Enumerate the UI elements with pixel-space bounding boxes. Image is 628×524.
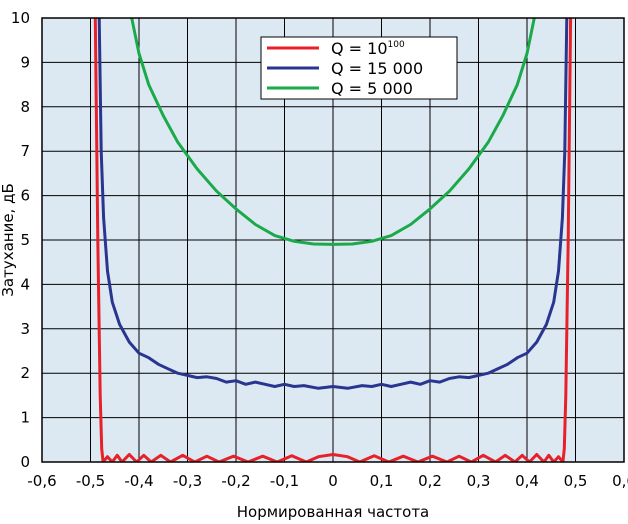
- x-tick-label: -0,1: [270, 472, 299, 490]
- x-tick-label: 0: [328, 472, 338, 490]
- legend-label-q-15000: Q = 15 000: [331, 59, 423, 78]
- series-lines: [93, 18, 573, 462]
- legend-label-exponent: 100: [388, 40, 405, 50]
- x-tick-label: 0,3: [467, 472, 491, 490]
- y-tick-label: 0: [20, 453, 30, 471]
- y-axis-label: Затухание, дБ: [0, 183, 17, 296]
- y-tick-label: 4: [20, 275, 30, 293]
- y-tick-label: 2: [20, 364, 30, 382]
- plot-frame: [41, 17, 625, 463]
- y-tick-label: 7: [20, 142, 30, 160]
- y-tick-label: 10: [11, 9, 30, 27]
- y-tick-label: 6: [20, 187, 30, 205]
- y-tick-label: 9: [20, 53, 30, 71]
- series-line-q-5000: [130, 18, 536, 246]
- y-tick-label: 3: [20, 320, 30, 338]
- x-axis-label: Нормированная частота: [237, 503, 430, 521]
- x-tick-labels: -0,6 -0,5 -0,4 -0,3 -0,2 -0,1 0 0,1 0,2 0,3 0,4 0,5…: [27, 472, 628, 490]
- x-tick-label: 0,6: [612, 472, 628, 490]
- x-tick-label: 0,4: [515, 472, 539, 490]
- legend-label-q-10-100: Q = 10100: [331, 39, 405, 58]
- x-tick-label: -0,5: [76, 472, 105, 490]
- x-tick-label: 0,5: [564, 472, 588, 490]
- series-line-q-10-100: [93, 18, 573, 462]
- x-tick-label: -0,6: [27, 472, 56, 490]
- y-tick-labels: 0 1 2 3 4 5 6 7 8 9 10: [11, 9, 30, 471]
- x-tick-label: -0,3: [173, 472, 202, 490]
- y-tick-label: 5: [20, 231, 30, 249]
- x-tick-label: -0,4: [124, 472, 153, 490]
- y-tick-label: 1: [20, 409, 30, 427]
- y-tick-label: 8: [20, 98, 30, 116]
- legend: Q = 10100 Q = 15 000 Q = 5 000: [260, 36, 458, 100]
- x-tick-label: -0,2: [221, 472, 250, 490]
- x-tick-label: 0,1: [370, 472, 394, 490]
- legend-label-base: Q = 10: [331, 39, 388, 58]
- legend-label-q-5000: Q = 5 000: [331, 79, 413, 98]
- x-tick-label: 0,2: [418, 472, 442, 490]
- series-line-q-15000: [97, 18, 569, 390]
